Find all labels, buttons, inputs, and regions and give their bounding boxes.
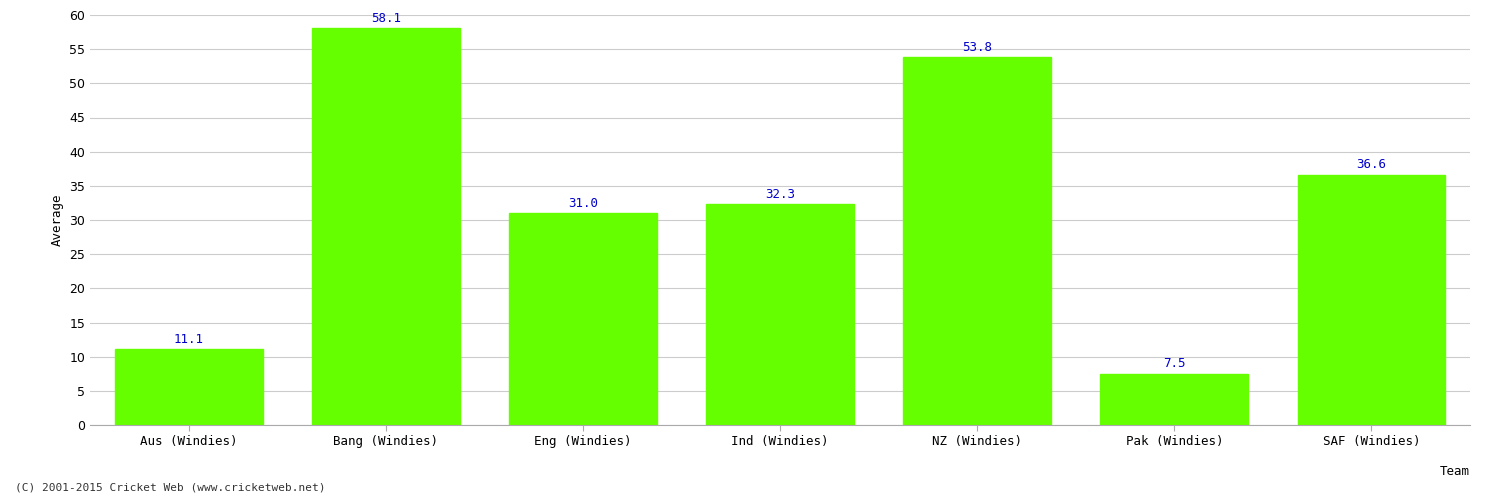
Bar <box>312 28 459 425</box>
Text: 53.8: 53.8 <box>962 41 992 54</box>
Text: Team: Team <box>1440 465 1470 478</box>
Bar <box>114 349 262 425</box>
Text: 11.1: 11.1 <box>174 332 204 345</box>
Text: 31.0: 31.0 <box>568 196 598 210</box>
Bar <box>1101 374 1248 425</box>
Bar <box>903 58 1052 425</box>
Bar <box>509 213 657 425</box>
Bar <box>1298 175 1446 425</box>
Text: 58.1: 58.1 <box>370 12 400 24</box>
Text: (C) 2001-2015 Cricket Web (www.cricketweb.net): (C) 2001-2015 Cricket Web (www.cricketwe… <box>15 482 326 492</box>
Y-axis label: Average: Average <box>51 194 63 246</box>
Text: 32.3: 32.3 <box>765 188 795 201</box>
Text: 36.6: 36.6 <box>1356 158 1386 172</box>
Text: 7.5: 7.5 <box>1162 358 1185 370</box>
Bar <box>706 204 854 425</box>
